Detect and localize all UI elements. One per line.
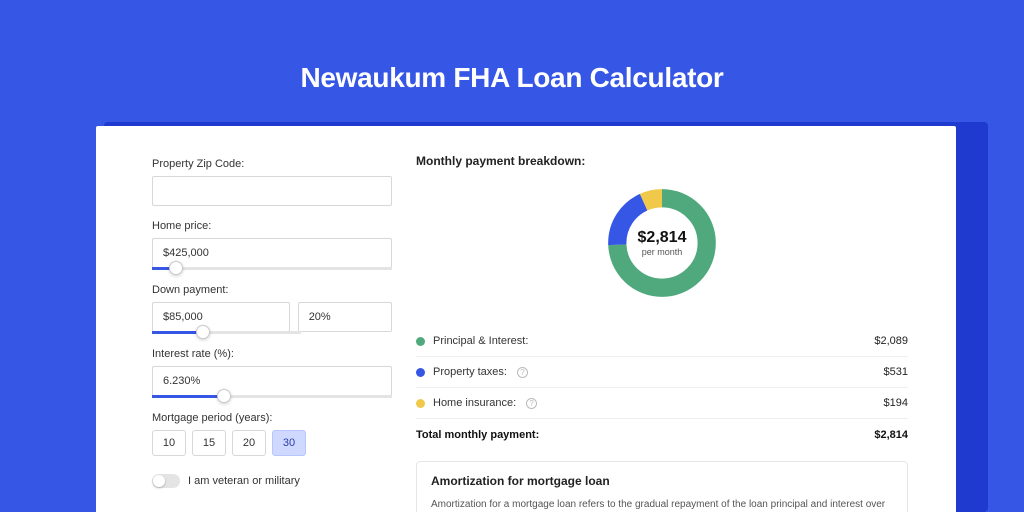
zip-input[interactable] bbox=[152, 176, 392, 206]
veteran-toggle-knob bbox=[153, 475, 165, 487]
calculator-card: Property Zip Code: Home price: Down paym… bbox=[96, 126, 956, 512]
period-option-15[interactable]: 15 bbox=[192, 430, 226, 456]
legend: Principal & Interest: $2,089 Property taxe… bbox=[416, 318, 908, 419]
amortization-card: Amortization for mortgage loan Amortizat… bbox=[416, 461, 908, 512]
interest-slider-fill bbox=[152, 395, 224, 398]
veteran-row: I am veteran or military bbox=[152, 474, 392, 488]
interest-block: Interest rate (%): bbox=[152, 348, 392, 398]
legend-row: Home insurance:? $194 bbox=[416, 388, 908, 419]
down-payment-label: Down payment: bbox=[152, 284, 392, 296]
period-option-30[interactable]: 30 bbox=[272, 430, 306, 456]
down-payment-slider[interactable] bbox=[152, 331, 301, 334]
home-price-slider-thumb[interactable] bbox=[169, 261, 183, 275]
home-price-slider[interactable] bbox=[152, 267, 392, 270]
legend-label: Property taxes: bbox=[433, 366, 507, 378]
legend-label: Principal & Interest: bbox=[433, 335, 528, 347]
home-price-input[interactable] bbox=[152, 238, 392, 268]
legend-row: Principal & Interest: $2,089 bbox=[416, 326, 908, 357]
inputs-panel: Property Zip Code: Home price: Down paym… bbox=[152, 154, 392, 512]
breakdown-title: Monthly payment breakdown: bbox=[416, 154, 908, 168]
info-icon[interactable]: ? bbox=[526, 398, 537, 409]
down-payment-slider-thumb[interactable] bbox=[196, 325, 210, 339]
legend-row: Property taxes:? $531 bbox=[416, 357, 908, 388]
legend-dot-icon bbox=[416, 368, 425, 377]
interest-slider[interactable] bbox=[152, 395, 392, 398]
legend-dot-icon bbox=[416, 399, 425, 408]
interest-label: Interest rate (%): bbox=[152, 348, 392, 360]
home-price-label: Home price: bbox=[152, 220, 392, 232]
veteran-toggle[interactable] bbox=[152, 474, 180, 488]
breakdown-panel: Monthly payment breakdown: $2,814 per mo… bbox=[416, 154, 908, 512]
donut-center: $2,814 per month bbox=[603, 184, 721, 302]
zip-block: Property Zip Code: bbox=[152, 158, 392, 206]
legend-label: Home insurance: bbox=[433, 397, 516, 409]
legend-value: $531 bbox=[884, 366, 908, 378]
interest-input[interactable] bbox=[152, 366, 392, 396]
period-label: Mortgage period (years): bbox=[152, 412, 392, 424]
down-payment-block: Down payment: bbox=[152, 284, 392, 334]
interest-slider-thumb[interactable] bbox=[217, 389, 231, 403]
total-label: Total monthly payment: bbox=[416, 429, 539, 441]
legend-value: $194 bbox=[884, 397, 908, 409]
donut-sub: per month bbox=[642, 247, 683, 257]
zip-label: Property Zip Code: bbox=[152, 158, 392, 170]
down-payment-percent-input[interactable] bbox=[298, 302, 392, 332]
home-price-block: Home price: bbox=[152, 220, 392, 270]
total-value: $2,814 bbox=[874, 429, 908, 441]
down-payment-amount-input[interactable] bbox=[152, 302, 290, 332]
veteran-label: I am veteran or military bbox=[188, 475, 300, 487]
legend-dot-icon bbox=[416, 337, 425, 346]
period-block: Mortgage period (years): 10152030 bbox=[152, 412, 392, 456]
donut-value: $2,814 bbox=[638, 229, 687, 247]
donut-chart: $2,814 per month bbox=[603, 184, 721, 302]
legend-value: $2,089 bbox=[874, 335, 908, 347]
period-option-20[interactable]: 20 bbox=[232, 430, 266, 456]
amortization-body: Amortization for a mortgage loan refers … bbox=[431, 498, 893, 512]
total-row: Total monthly payment: $2,814 bbox=[416, 419, 908, 455]
page-background: Newaukum FHA Loan Calculator Property Zi… bbox=[0, 0, 1024, 512]
info-icon[interactable]: ? bbox=[517, 367, 528, 378]
period-option-10[interactable]: 10 bbox=[152, 430, 186, 456]
amortization-title: Amortization for mortgage loan bbox=[431, 474, 893, 488]
period-options: 10152030 bbox=[152, 430, 392, 456]
page-title: Newaukum FHA Loan Calculator bbox=[0, 0, 1024, 94]
donut-wrap: $2,814 per month bbox=[416, 180, 908, 318]
